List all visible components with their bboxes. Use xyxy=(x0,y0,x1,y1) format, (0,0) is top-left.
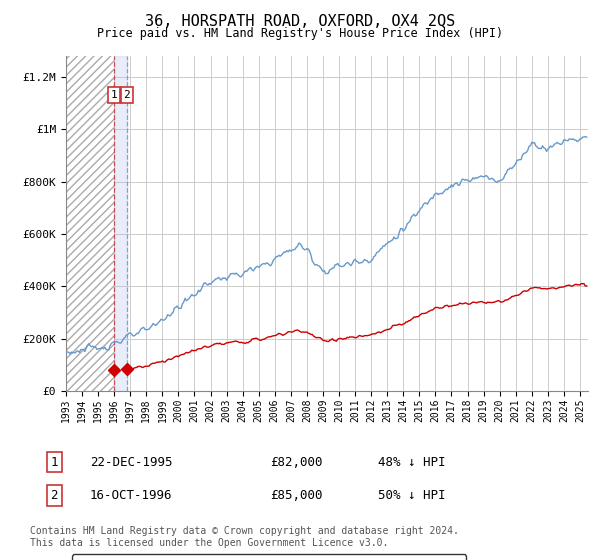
Text: 1: 1 xyxy=(110,90,117,100)
Text: 48% ↓ HPI: 48% ↓ HPI xyxy=(378,455,445,469)
Text: £82,000: £82,000 xyxy=(270,455,323,469)
Text: £85,000: £85,000 xyxy=(270,489,323,502)
Bar xyxy=(66,39,114,391)
Text: 22-DEC-1995: 22-DEC-1995 xyxy=(90,455,173,469)
Text: Price paid vs. HM Land Registry's House Price Index (HPI): Price paid vs. HM Land Registry's House … xyxy=(97,27,503,40)
Text: Contains HM Land Registry data © Crown copyright and database right 2024.
This d: Contains HM Land Registry data © Crown c… xyxy=(30,526,459,548)
Bar xyxy=(114,56,127,391)
Text: 2: 2 xyxy=(50,489,58,502)
Text: 50% ↓ HPI: 50% ↓ HPI xyxy=(378,489,445,502)
Text: 16-OCT-1996: 16-OCT-1996 xyxy=(90,489,173,502)
Text: 1: 1 xyxy=(50,455,58,469)
Text: 36, HORSPATH ROAD, OXFORD, OX4 2QS: 36, HORSPATH ROAD, OXFORD, OX4 2QS xyxy=(145,14,455,29)
Text: 2: 2 xyxy=(124,90,130,100)
Legend: 36, HORSPATH ROAD, OXFORD, OX4 2QS (detached house), HPI: Average price, detache: 36, HORSPATH ROAD, OXFORD, OX4 2QS (deta… xyxy=(71,554,466,560)
